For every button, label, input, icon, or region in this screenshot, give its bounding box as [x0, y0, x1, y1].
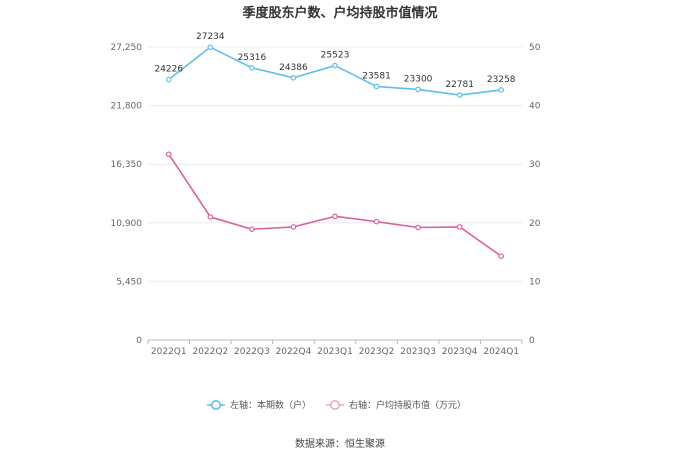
source-note: 数据来源：恒生聚源: [295, 437, 385, 450]
data-point-left: [498, 87, 505, 93]
right-axis-tick-label: 0: [529, 336, 535, 346]
legend-left-marker: [211, 399, 222, 410]
data-point-left: [332, 62, 338, 69]
data-point-right: [290, 224, 297, 230]
data-label: 22781: [445, 80, 474, 90]
series-line-right: [168, 153, 502, 257]
legend: 左轴：本期数（户） 右轴：户均持股市值（万元）: [207, 399, 466, 411]
legend-right-label: 右轴：户均持股市值（万元）: [349, 399, 466, 411]
right-axis-tick-label: 10: [529, 277, 541, 287]
x-axis-tick-label: 2022Q3: [234, 347, 270, 357]
legend-item-right[interactable]: 右轴：户均持股市值（万元）: [326, 399, 466, 411]
data-point-left: [373, 83, 380, 90]
x-axis-tick-label: 2023Q2: [359, 347, 395, 357]
data-label-layer: 24226 27234 25316 24386 25523 23581 23300 22781…: [154, 32, 515, 90]
data-point-right: [456, 224, 463, 230]
left-axis-tick-label: 0: [136, 336, 142, 346]
legend-right-marker: [329, 399, 340, 410]
x-axis-tick-label: 2023Q3: [400, 347, 436, 357]
data-label: 23300: [404, 74, 433, 84]
legend-left-label: 左轴：本期数（户）: [230, 399, 311, 411]
x-axis-tick-label: 2023Q1: [317, 347, 353, 357]
right-axis-tick-label: 50: [529, 43, 541, 53]
data-label: 24226: [154, 65, 183, 75]
x-axis-tick-label: 2022Q2: [192, 347, 228, 357]
data-point-right: [165, 151, 172, 158]
chart-title: 季度股东户数、户均持股市值情况: [241, 5, 437, 21]
left-axis-tick-label: 10,900: [111, 219, 143, 229]
data-label: 24386: [279, 63, 308, 73]
data-point-right: [498, 253, 505, 260]
x-axis-tick-label: 2024Q1: [483, 347, 519, 357]
right-axis-tick-label: 40: [529, 102, 541, 112]
data-point-left: [165, 76, 172, 83]
data-point-left: [207, 44, 214, 50]
x-axis-tick-label: 2022Q1: [151, 347, 187, 357]
data-point-left: [290, 74, 297, 81]
axis-layer: 0 5,450 10,900 16,350 21,800 27,250 0 10 20 30 40 5…: [111, 43, 541, 357]
data-label: 27234: [196, 32, 225, 42]
data-point-left: [415, 86, 421, 93]
data-point-left: [456, 92, 463, 98]
left-axis-tick-label: 27,250: [111, 43, 143, 53]
x-axis-tick-label: 2023Q4: [442, 347, 478, 357]
data-label: 25316: [238, 53, 267, 63]
right-axis-tick-label: 30: [529, 160, 541, 170]
x-axis-tick-label: 2022Q4: [276, 347, 312, 357]
series-layer: [165, 44, 505, 260]
right-axis-tick-label: 20: [529, 219, 541, 229]
data-label: 23258: [487, 75, 516, 85]
data-point-right: [332, 213, 338, 220]
data-point-left: [249, 64, 255, 71]
data-label: 23581: [362, 71, 391, 81]
left-axis-tick-label: 16,350: [111, 160, 143, 170]
left-axis-tick-label: 21,800: [111, 102, 143, 112]
data-label: 25523: [321, 51, 350, 61]
legend-item-left[interactable]: 左轴：本期数（户）: [207, 399, 311, 411]
data-point-right: [249, 226, 255, 233]
data-point-right: [207, 214, 214, 220]
left-axis-tick-label: 5,450: [116, 277, 142, 287]
data-point-right: [373, 218, 380, 225]
data-point-right: [415, 224, 421, 231]
